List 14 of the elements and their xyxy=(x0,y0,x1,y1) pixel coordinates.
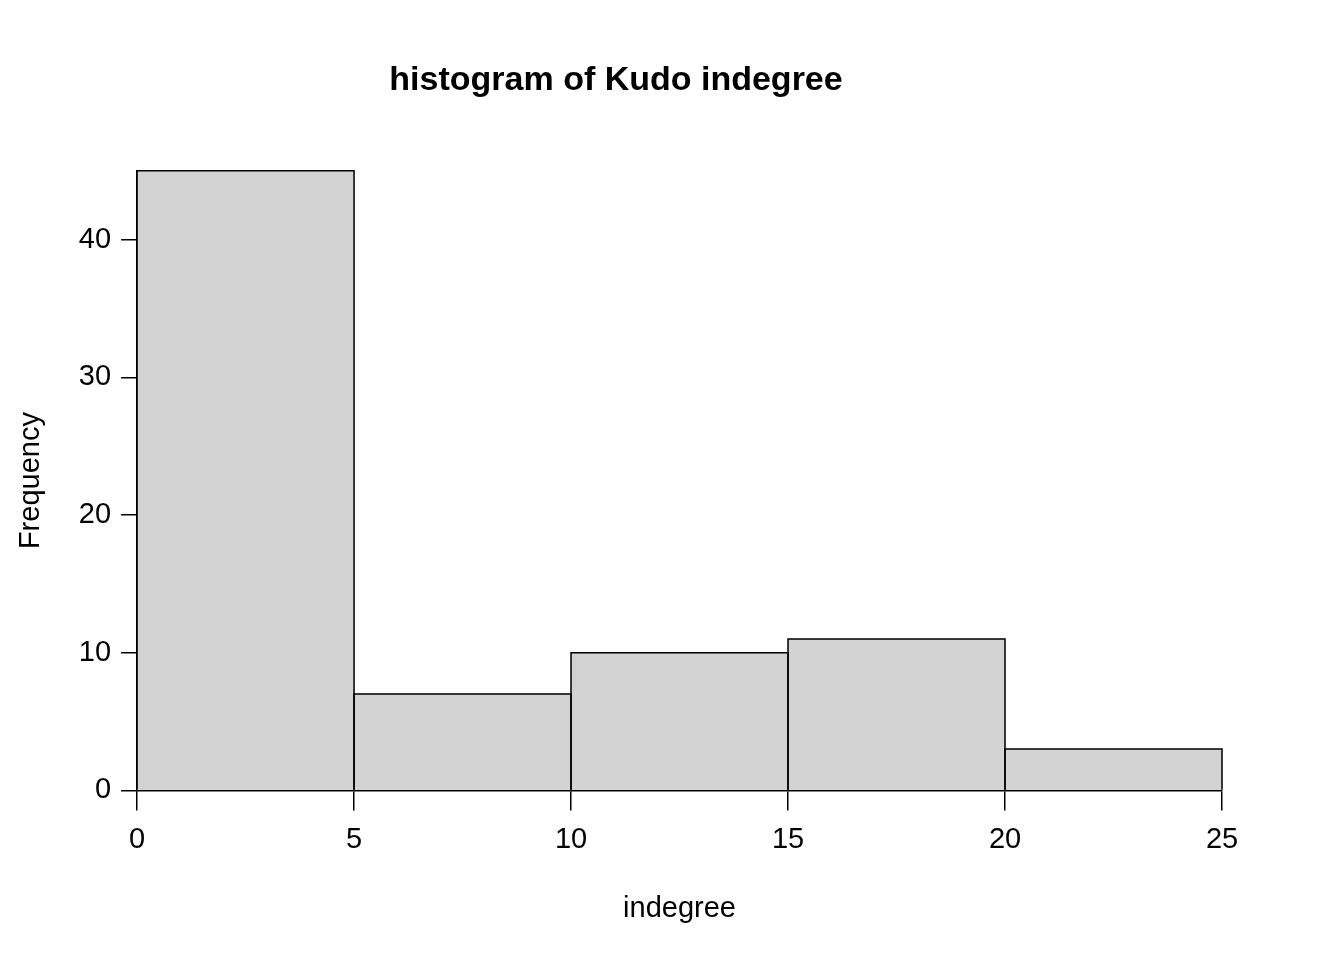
y-axis-title: Frequency xyxy=(13,411,46,550)
y-tick-label: 10 xyxy=(78,634,112,667)
chart-title: histogram of Kudo indegree xyxy=(389,58,843,97)
x-axis-title: indegree xyxy=(623,890,736,923)
y-tick-label: 20 xyxy=(78,497,112,530)
y-tick-label: 40 xyxy=(78,221,112,254)
x-tick-label: 5 xyxy=(345,821,363,854)
x-tick-label: 0 xyxy=(128,821,146,854)
x-tick-label: 15 xyxy=(771,821,805,854)
x-tick-label: 20 xyxy=(988,821,1022,854)
y-tick-label: 0 xyxy=(94,772,112,805)
y-tick-label: 30 xyxy=(78,359,112,392)
x-tick-label: 25 xyxy=(1205,821,1239,854)
x-tick-label: 10 xyxy=(554,821,588,854)
